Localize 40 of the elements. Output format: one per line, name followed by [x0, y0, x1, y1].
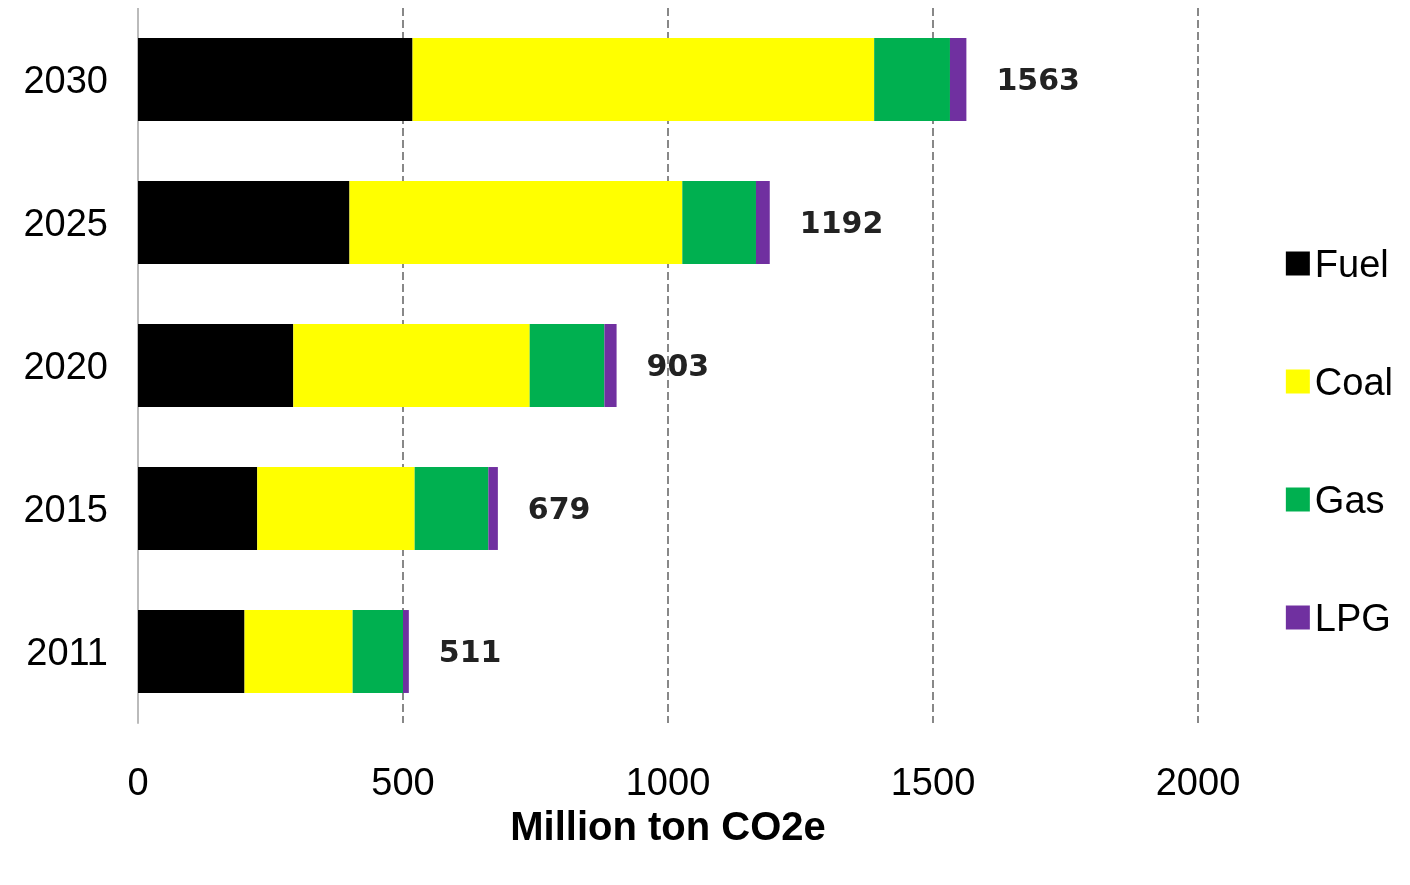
bar	[138, 610, 245, 693]
bar	[414, 467, 489, 550]
bar	[529, 324, 605, 407]
bar	[352, 610, 403, 693]
x-axis-title: Million ton CO2e	[510, 803, 826, 848]
legend-label: LPG	[1314, 596, 1391, 639]
x-tick-label: 0	[127, 761, 149, 803]
bar	[293, 324, 530, 407]
total-label: 1192	[799, 205, 884, 240]
bar	[138, 324, 294, 407]
bar	[874, 38, 950, 121]
x-tick-label: 1500	[890, 761, 976, 803]
total-label: 903	[646, 348, 710, 383]
bar	[412, 38, 875, 121]
total-label: 511	[438, 634, 502, 669]
bar	[244, 610, 353, 693]
y-tick-label: 2025	[23, 201, 108, 244]
bar	[403, 610, 409, 693]
bar	[138, 181, 350, 264]
y-tick-label: 2030	[23, 58, 108, 101]
total-label: 679	[527, 491, 591, 526]
y-tick-label: 2015	[23, 487, 108, 530]
bar	[138, 38, 413, 121]
x-tick-label: 500	[371, 761, 435, 803]
total-label: 1563	[996, 62, 1080, 97]
y-tick-label: 2020	[23, 344, 108, 387]
bar	[138, 467, 258, 550]
bar	[755, 181, 770, 264]
y-tick-label: 2011	[26, 630, 108, 673]
legend-label: Fuel	[1314, 242, 1389, 285]
x-tick-label: 2000	[1155, 761, 1241, 803]
bar	[349, 181, 683, 264]
legend-label: Gas	[1314, 478, 1385, 521]
bar	[488, 467, 498, 550]
bar	[949, 38, 967, 121]
legend-label: Coal	[1314, 360, 1393, 403]
x-tick-label: 1000	[625, 761, 711, 803]
bar	[604, 324, 617, 407]
bar	[682, 181, 756, 264]
bar	[257, 467, 415, 550]
